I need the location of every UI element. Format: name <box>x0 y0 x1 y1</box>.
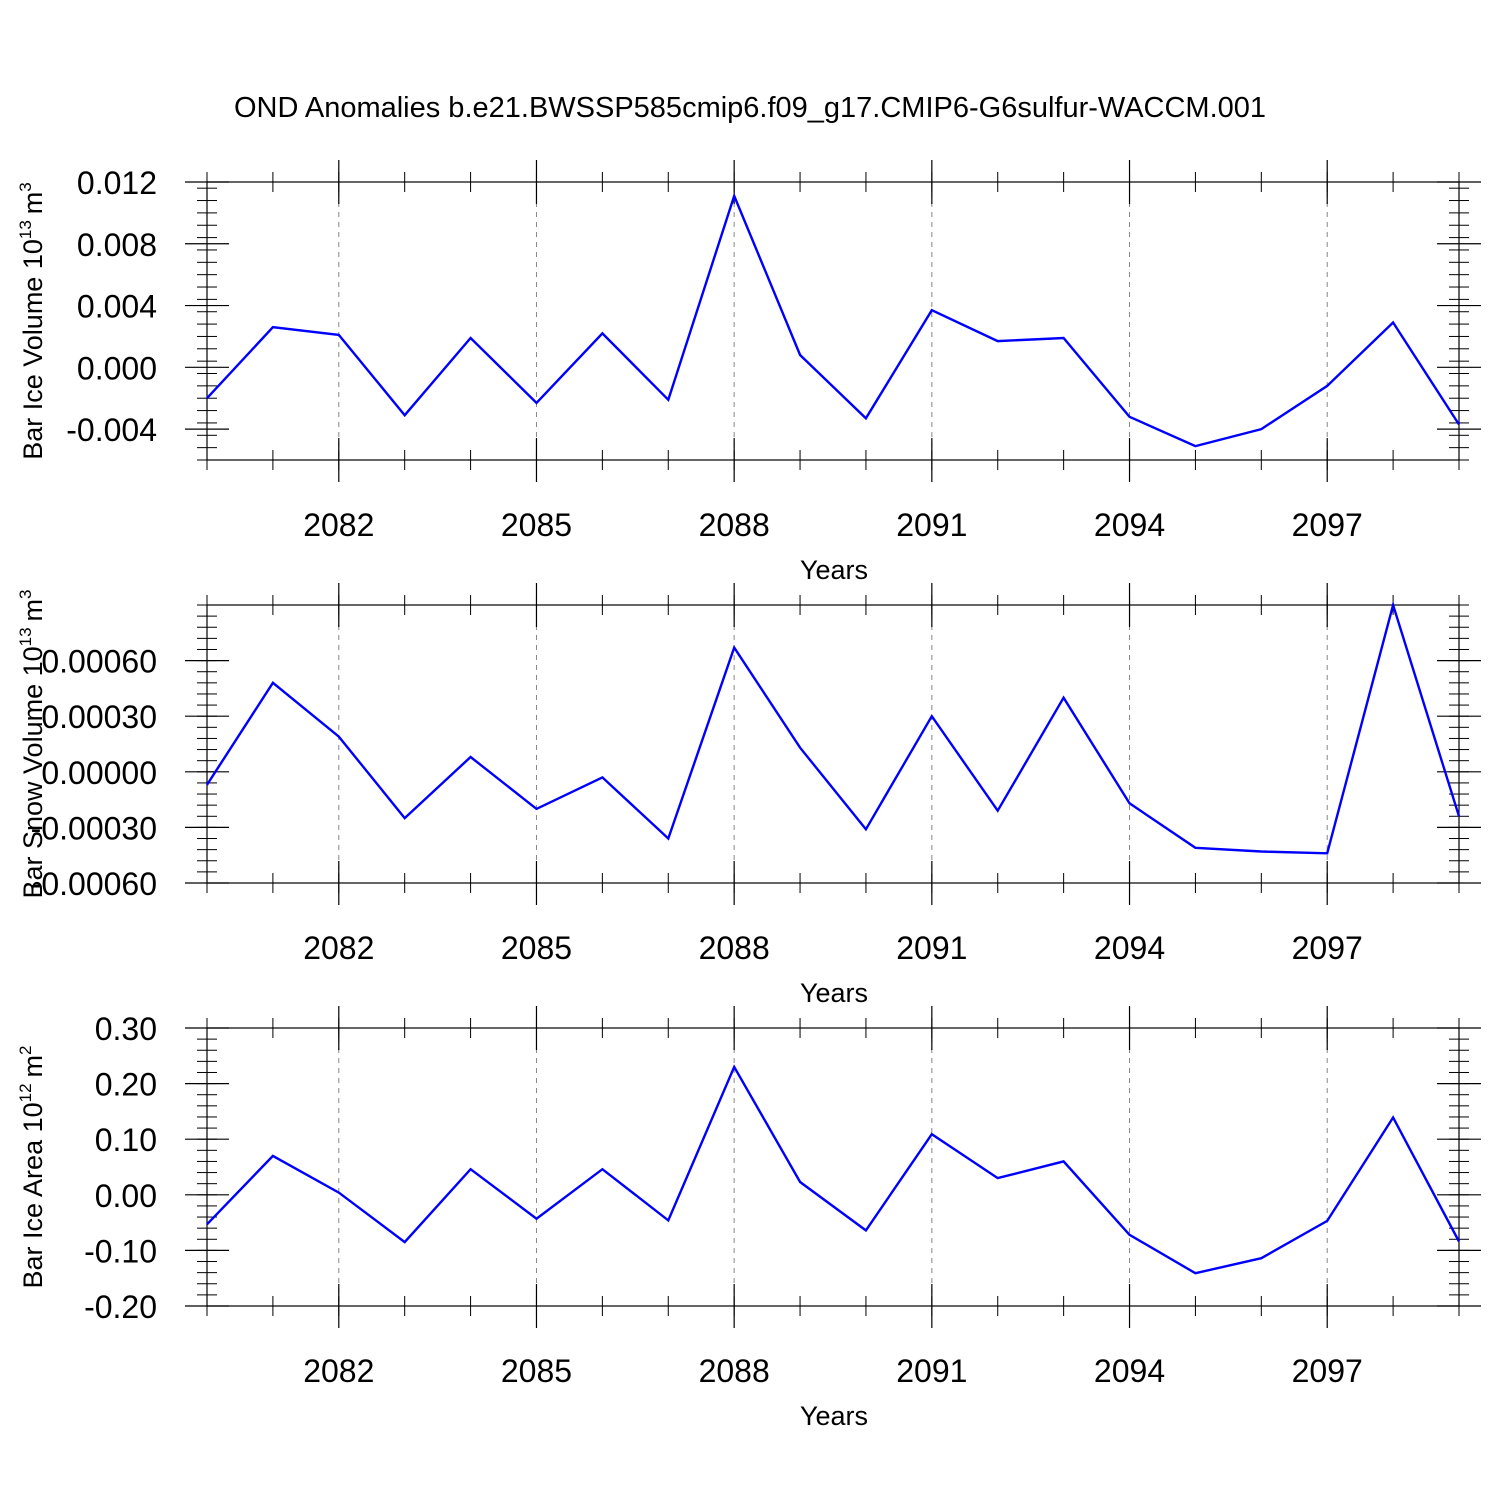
y-axis-label-unit: m <box>18 599 48 622</box>
x-tick-label: 2088 <box>699 507 770 543</box>
y-axis-label-unit: m <box>18 1055 48 1078</box>
y-tick-label: -0.00060 <box>31 866 157 902</box>
x-tick-label: 2085 <box>501 930 572 966</box>
x-tick-label: 2085 <box>501 1353 572 1389</box>
x-tick-label: 2082 <box>303 1353 374 1389</box>
y-axis-label-unit-exponent: 3 <box>16 182 35 191</box>
y-axis-label-text: Bar Ice Area 10 <box>18 1102 48 1288</box>
plot-frame <box>206 604 1460 884</box>
y-axis-label: Bar Ice Volume 1013 m3 <box>16 182 48 460</box>
y-axis-label-unit: m <box>18 192 48 215</box>
y-tick-label: 0.00060 <box>41 644 157 680</box>
chart-panel-1: 2082 2085 2088 2091 2094 2097 -0.004 0.000 0.004… <box>16 160 1481 585</box>
x-tick-label: 2091 <box>896 930 967 966</box>
x-tick-label: 2097 <box>1292 930 1363 966</box>
chart-panel-3: 2082 2085 2088 2091 2094 2097 -0.20 -0.10 0.00 0.… <box>16 1006 1481 1431</box>
x-tick-label: 2097 <box>1292 1353 1363 1389</box>
x-tick-label: 2097 <box>1292 507 1363 543</box>
y-axis-label-unit-exponent: 3 <box>16 589 35 598</box>
chart-panel-2: 2082 2085 2088 2091 2094 2097 -0.00060 -0.00030… <box>16 583 1481 1008</box>
y-tick-label: 0.00000 <box>41 755 157 791</box>
x-axis-label: Years <box>800 1401 868 1431</box>
x-tick-label: 2082 <box>303 930 374 966</box>
y-axis-label-exponent: 12 <box>16 1083 35 1102</box>
x-axis-label: Years <box>800 555 868 585</box>
y-tick-label: -0.00030 <box>31 810 157 846</box>
x-axis-label: Years <box>800 978 868 1008</box>
figure-title: OND Anomalies b.e21.BWSSP585cmip6.f09_g1… <box>233 92 1267 124</box>
series-line <box>206 1064 1461 1275</box>
x-tick-label: 2088 <box>699 930 770 966</box>
y-tick-label: -0.10 <box>84 1233 157 1269</box>
y-axis-label-unit-exponent: 2 <box>16 1045 35 1054</box>
y-axis-label-exponent: 13 <box>16 627 35 646</box>
y-tick-label: 0.10 <box>95 1122 157 1158</box>
series-line <box>205 600 1461 855</box>
y-axis-label-text: Bar Snow Volume 10 <box>18 646 48 898</box>
x-tick-label: 2088 <box>699 1353 770 1389</box>
x-tick-label: 2085 <box>501 507 572 543</box>
y-tick-label: -0.004 <box>66 412 157 448</box>
x-tick-label: 2094 <box>1094 930 1165 966</box>
y-tick-label: 0.00 <box>95 1178 157 1214</box>
x-tick-label: 2082 <box>303 507 374 543</box>
plot-frame <box>206 181 1460 461</box>
y-tick-label: -0.20 <box>84 1289 157 1325</box>
y-tick-label: 0.004 <box>77 289 157 325</box>
y-tick-label: 0.00030 <box>41 699 157 735</box>
y-tick-label: 0.000 <box>77 350 157 386</box>
y-tick-label: 0.012 <box>77 165 157 201</box>
x-tick-label: 2094 <box>1094 1353 1165 1389</box>
y-tick-label: 0.008 <box>77 227 157 263</box>
y-tick-label: 0.20 <box>95 1067 157 1103</box>
y-axis-label-exponent: 13 <box>16 220 35 239</box>
y-axis-label: Bar Snow Volume 1013 m3 <box>16 589 48 898</box>
y-tick-label: 0.30 <box>95 1011 157 1047</box>
x-tick-label: 2091 <box>896 507 967 543</box>
y-axis-label: Bar Ice Area 1012 m2 <box>16 1045 48 1288</box>
series-line <box>206 192 1461 448</box>
y-axis-label-text: Bar Ice Volume 10 <box>18 239 48 460</box>
x-tick-label: 2094 <box>1094 507 1165 543</box>
x-tick-label: 2091 <box>896 1353 967 1389</box>
plot-frame <box>206 1027 1460 1307</box>
